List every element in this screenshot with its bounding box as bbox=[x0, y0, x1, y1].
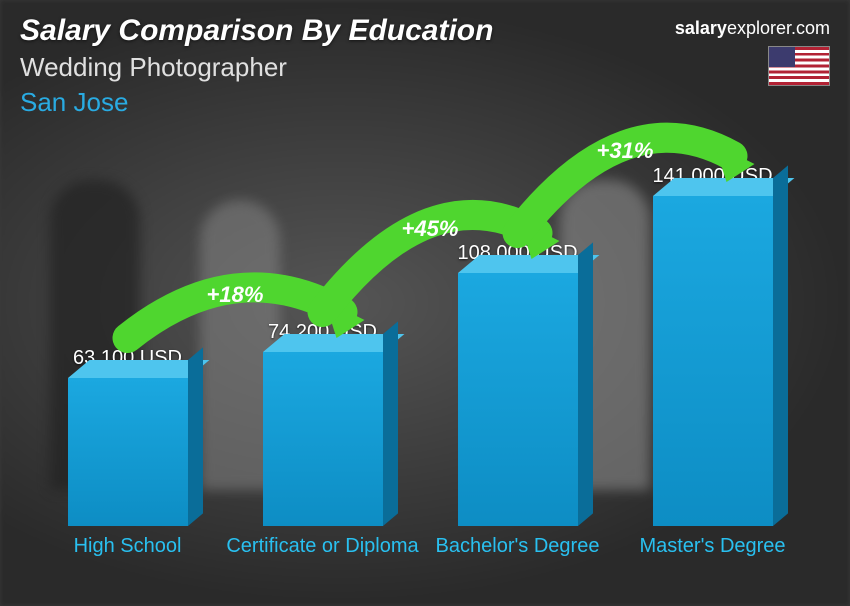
bar bbox=[68, 378, 188, 526]
brand-bold: salary bbox=[675, 18, 727, 38]
bar-side bbox=[578, 242, 593, 526]
bar-group: 74,200 USDCertificate or Diploma bbox=[225, 130, 420, 586]
bar-side bbox=[773, 165, 788, 526]
chart-subtitle: Wedding Photographer bbox=[20, 52, 830, 83]
bar bbox=[263, 352, 383, 526]
bar-front bbox=[458, 273, 578, 526]
bar bbox=[458, 273, 578, 526]
bar-category-label: Bachelor's Degree bbox=[436, 534, 600, 586]
bar bbox=[653, 196, 773, 526]
chart-location: San Jose bbox=[20, 87, 830, 118]
bar-front bbox=[68, 378, 188, 526]
brand-rest: explorer.com bbox=[727, 18, 830, 38]
bar-chart: 63,100 USDHigh School74,200 USDCertifica… bbox=[30, 130, 810, 586]
bar-front bbox=[263, 352, 383, 526]
bar-category-label: High School bbox=[74, 534, 182, 586]
bar-front bbox=[653, 196, 773, 526]
bar-side bbox=[383, 321, 398, 526]
bar-group: 63,100 USDHigh School bbox=[30, 130, 225, 586]
flag-icon bbox=[768, 46, 830, 86]
bar-group: 108,000 USDBachelor's Degree bbox=[420, 130, 615, 586]
bar-category-label: Master's Degree bbox=[639, 534, 785, 586]
bar-side bbox=[188, 347, 203, 526]
brand-logo: salaryexplorer.com bbox=[675, 18, 830, 39]
bar-category-label: Certificate or Diploma bbox=[226, 534, 418, 586]
bar-group: 141,000 USDMaster's Degree bbox=[615, 130, 810, 586]
